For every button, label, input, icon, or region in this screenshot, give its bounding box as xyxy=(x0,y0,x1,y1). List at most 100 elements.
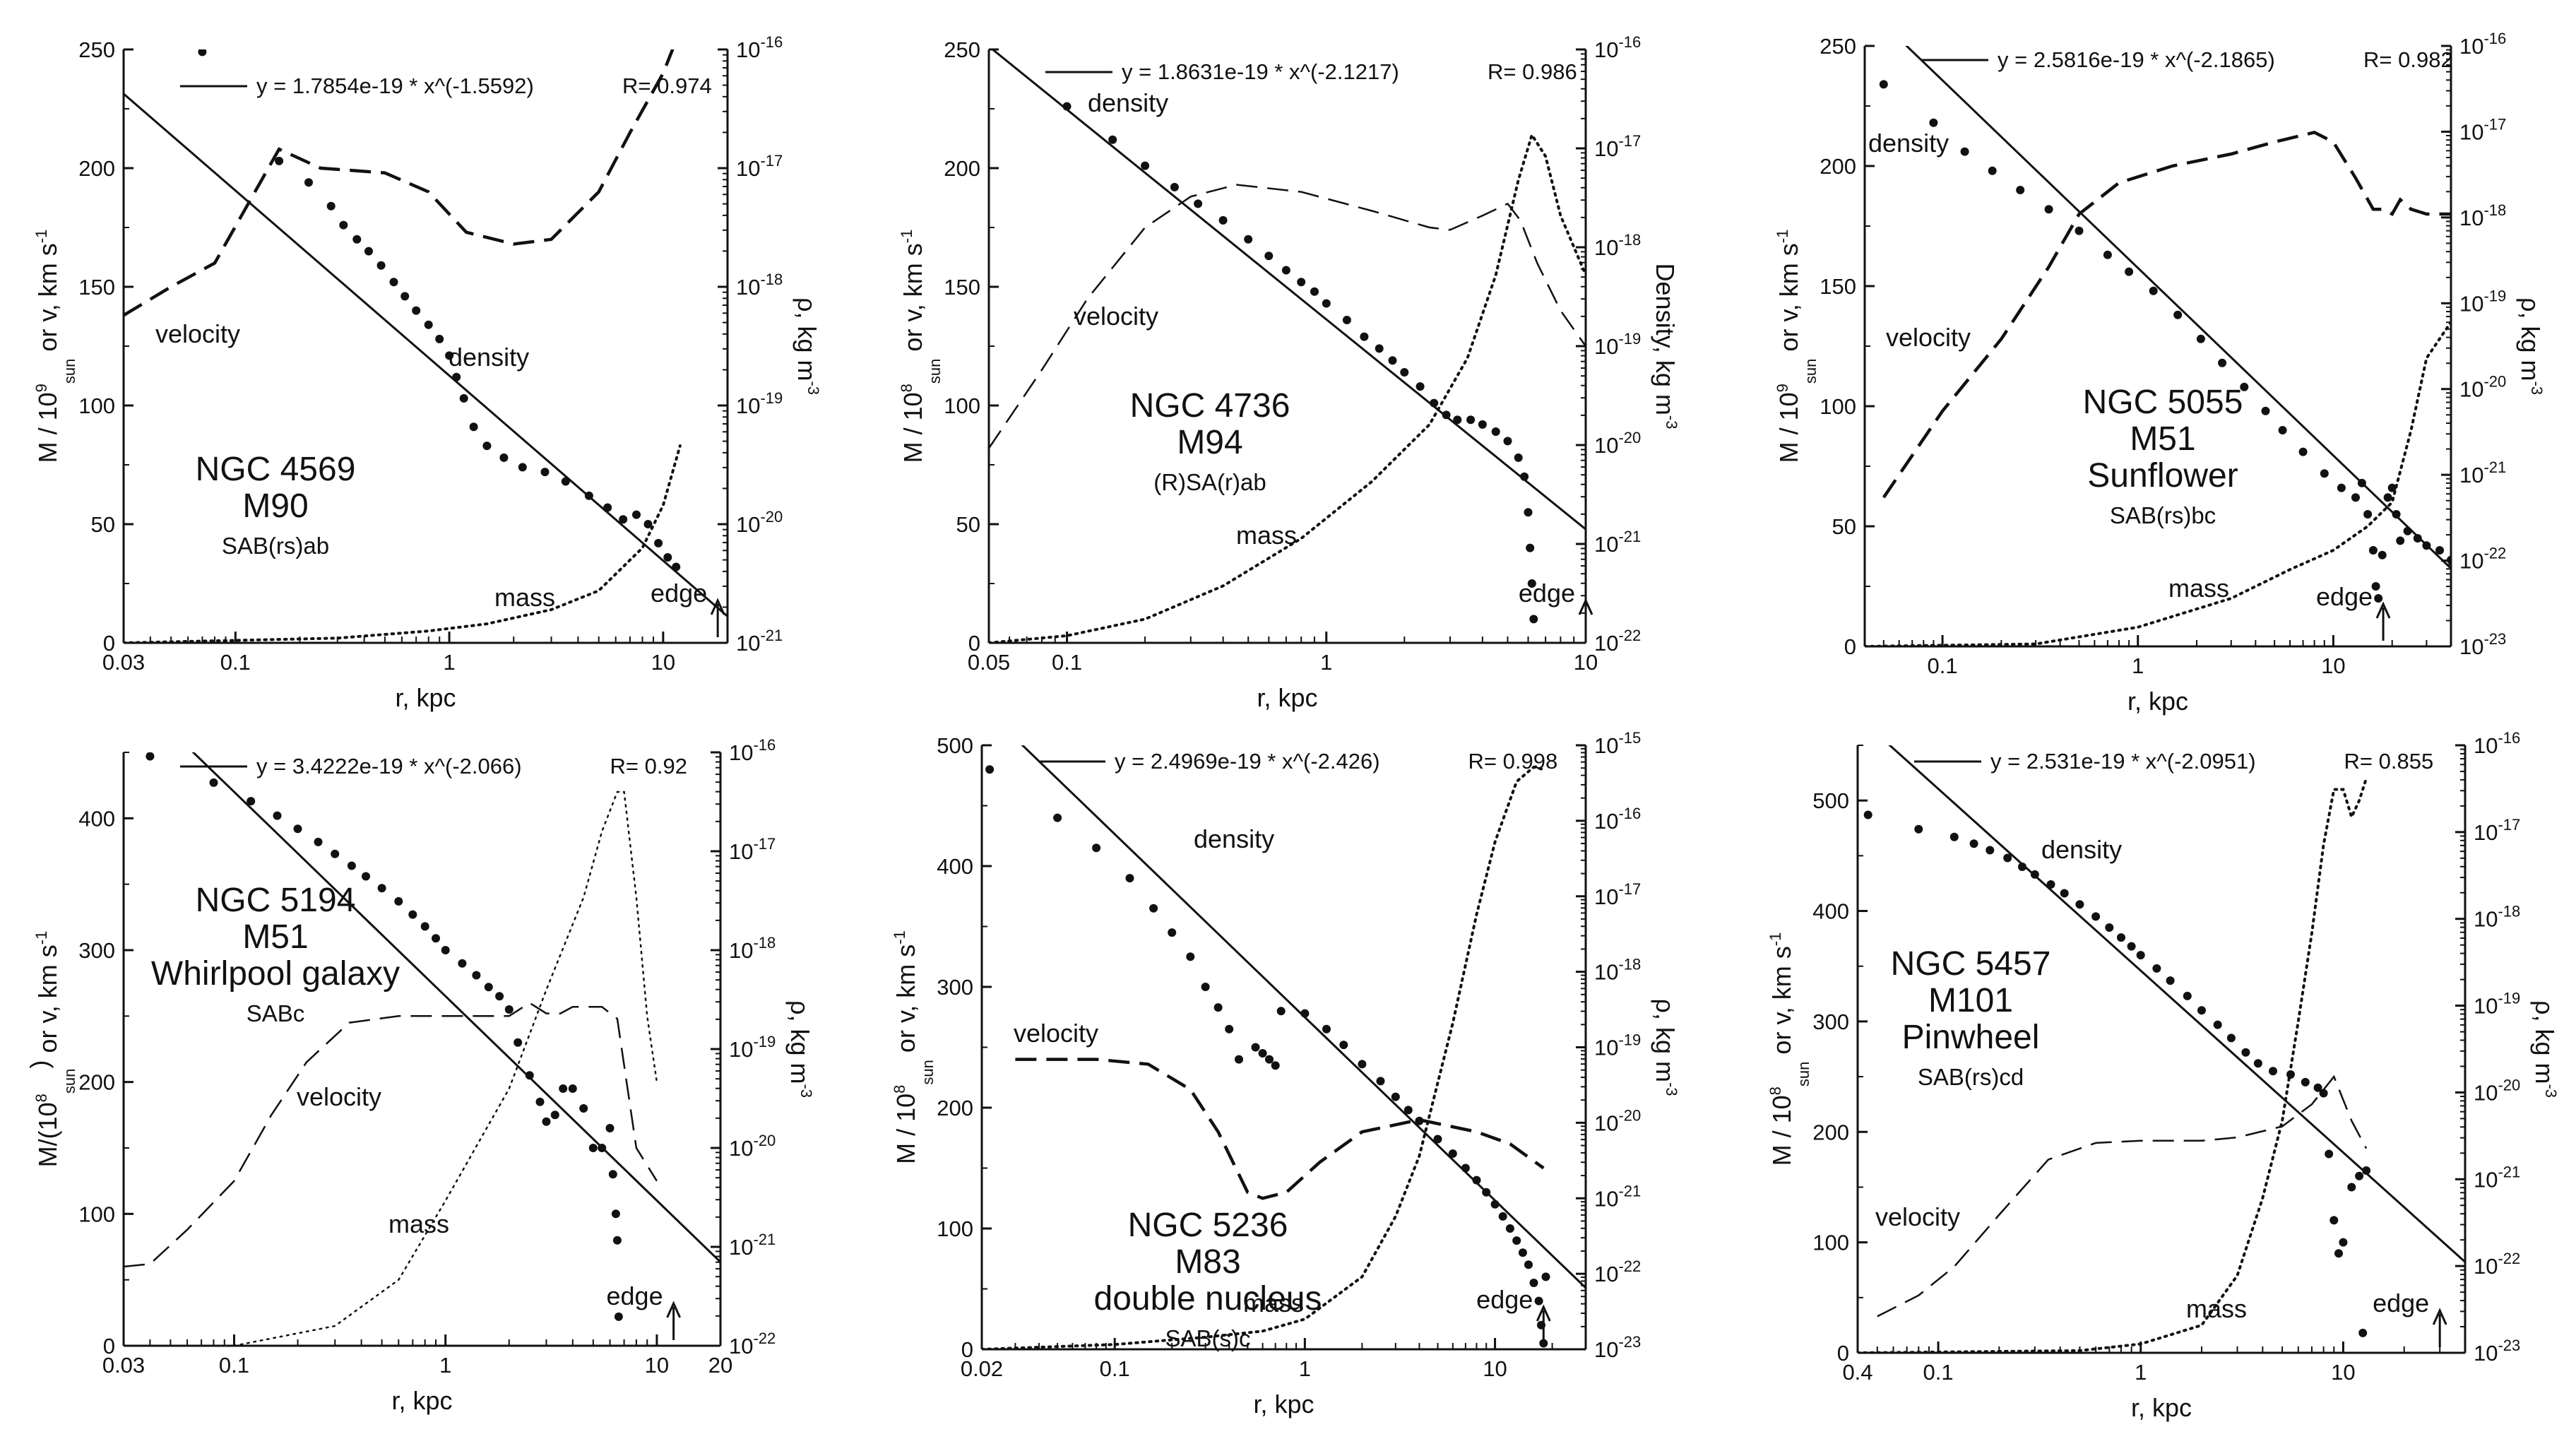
velocity-curve xyxy=(124,49,675,317)
density-point xyxy=(2226,1034,2236,1043)
plot-area xyxy=(124,752,720,1346)
plot-area xyxy=(1865,46,2451,646)
y-tick-label: 150 xyxy=(1820,274,1856,299)
density-point xyxy=(2362,1166,2371,1175)
galaxy-label: M51 xyxy=(2130,420,2195,458)
y2-tick-label: 10-17 xyxy=(1594,132,1641,161)
density-point xyxy=(2261,406,2270,415)
x-axis-label: r, kpc xyxy=(391,1386,452,1415)
x-tick-label: 10 xyxy=(1483,1356,1507,1381)
y-tick-label: 200 xyxy=(78,1070,115,1095)
density-point xyxy=(2347,1183,2356,1192)
x-tick-label: 10 xyxy=(651,650,675,675)
density-point xyxy=(672,562,681,572)
fit-equation: y = 3.4222e-19 * x^(-2.066) xyxy=(256,754,522,778)
fit-equation: y = 2.4969e-19 * x^(-2.426) xyxy=(1115,749,1380,774)
chart-panel-6: 0.4 0.1 1 10 r, kpc 0 100 200 300 400 500 10-23 10-2… xyxy=(1767,729,2560,1422)
y-tick-label: 0 xyxy=(1844,634,1856,659)
mass-curve xyxy=(989,131,1586,643)
velocity-curve xyxy=(1015,1058,1545,1200)
density-point xyxy=(146,752,155,761)
x-tick-label: 1 xyxy=(1299,1356,1311,1381)
density-point xyxy=(2269,1067,2277,1076)
density-point xyxy=(1524,1260,1533,1269)
x-tick-label: 1 xyxy=(1320,650,1332,675)
density-point xyxy=(535,1097,545,1106)
mass-label: mass xyxy=(1236,521,1297,550)
density-point xyxy=(400,292,410,301)
y2-tick-label: 10-23 xyxy=(1594,1333,1641,1362)
density-point xyxy=(603,503,612,512)
density-point xyxy=(347,861,356,870)
density-point xyxy=(2213,1020,2222,1029)
x-axis-label: r, kpc xyxy=(2131,1393,2192,1422)
density-point xyxy=(1265,1055,1274,1064)
y2-tick-label: 10-16 xyxy=(1594,33,1641,62)
density-point xyxy=(352,235,362,244)
velocity-label: velocity xyxy=(1875,1202,1960,1231)
density-point xyxy=(1491,427,1500,436)
y-tick-label: 200 xyxy=(1812,1120,1849,1144)
density-point xyxy=(364,247,373,256)
x-tick-label: 10 xyxy=(1574,650,1598,675)
density-point xyxy=(2337,483,2346,492)
y2-tick-label: 10-19 xyxy=(736,389,783,418)
density-label: density xyxy=(1194,824,1274,853)
density-point xyxy=(1376,1077,1385,1086)
density-point xyxy=(2422,541,2431,550)
density-point xyxy=(1194,199,1203,208)
galaxy-label: SAB(s)c xyxy=(1165,1325,1250,1351)
y2-tick-label: 10-19 xyxy=(1594,330,1641,359)
density-point xyxy=(2136,951,2145,960)
x-tick-label: 1 xyxy=(2132,653,2144,678)
edge-label: edge xyxy=(1519,579,1575,608)
density-point xyxy=(472,971,481,980)
density-point xyxy=(2166,976,2175,985)
density-label: density xyxy=(449,343,529,372)
x-tick-label: 0.1 xyxy=(1100,1356,1130,1381)
y2-tick-label: 10-22 xyxy=(2474,1250,2520,1279)
y2-tick-label: 10-20 xyxy=(2474,1076,2520,1105)
density-point xyxy=(432,934,440,943)
y2-tick-label: 10-17 xyxy=(2459,115,2506,144)
mass-label: mass xyxy=(388,1209,449,1238)
edge-label: edge xyxy=(1476,1285,1533,1314)
density-point xyxy=(1524,508,1533,517)
y2-tick-label: 10-19 xyxy=(1594,1031,1641,1060)
y-tick-label: 400 xyxy=(1812,899,1849,924)
density-point xyxy=(663,553,672,562)
x-tick-label: 20 xyxy=(708,1353,732,1378)
y-axis-label: M / 108sun or v, km s-1 xyxy=(891,930,937,1164)
density-point xyxy=(1514,453,1523,462)
density-point xyxy=(1400,368,1409,377)
density-point xyxy=(2368,546,2378,555)
density-point xyxy=(376,261,386,270)
y-axis-label: M / 109sun or v, km s-1 xyxy=(32,230,78,463)
density-point xyxy=(452,372,461,381)
density-point xyxy=(1914,824,1923,834)
density-point xyxy=(459,393,468,403)
density-point xyxy=(2313,1083,2322,1092)
chart-panel-1: 0.03 0.1 1 10 r, kpc 0 50 100 150 200 250 10-21 10-2… xyxy=(32,33,822,712)
density-point xyxy=(619,515,628,524)
y2-tick-label: 10-16 xyxy=(2474,729,2520,758)
galaxy-label: M83 xyxy=(1175,1243,1240,1281)
density-point xyxy=(2183,991,2192,1000)
density-point xyxy=(2091,912,2101,921)
density-point xyxy=(2363,510,2373,519)
y-axis-label: M / 109sun or v, km s-1 xyxy=(1774,230,1820,463)
y-tick-label: 150 xyxy=(78,275,115,300)
galaxy-label: NGC 5236 xyxy=(1128,1207,1288,1244)
density-point xyxy=(445,351,454,360)
y2-tick-label: 10-15 xyxy=(1594,729,1641,758)
density-point xyxy=(1863,810,1872,819)
density-point xyxy=(588,1144,598,1152)
density-point xyxy=(1281,266,1290,275)
density-point xyxy=(484,983,493,992)
edge-label: edge xyxy=(2316,582,2373,611)
velocity-label: velocity xyxy=(1014,1019,1098,1048)
density-point xyxy=(1225,1024,1234,1034)
density-point xyxy=(1949,832,1959,841)
density-point xyxy=(2105,923,2114,932)
density-point xyxy=(1125,874,1134,883)
